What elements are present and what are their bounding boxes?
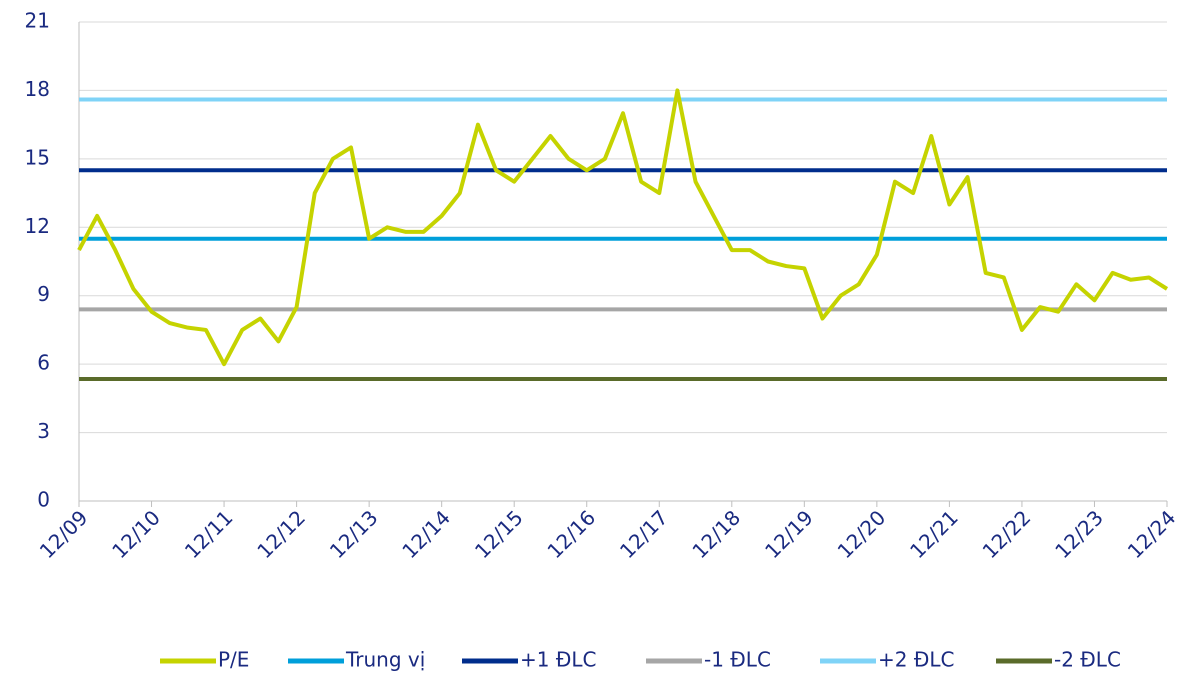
legend-label: -2 ĐLC (1054, 648, 1121, 672)
x-tick-label: 12/11 (180, 505, 238, 563)
x-tick-label: 12/15 (470, 505, 528, 563)
x-tick-label: 12/20 (833, 505, 891, 563)
x-tick-label: 12/13 (325, 505, 383, 563)
x-tick-label: 12/12 (252, 505, 310, 563)
y-tick-label: 6 (37, 351, 50, 375)
x-tick-label: 12/19 (760, 505, 818, 563)
y-tick-label: 0 (37, 488, 50, 512)
x-tick-label: 12/23 (1050, 505, 1108, 563)
y-tick-label: 3 (37, 419, 50, 443)
y-tick-label: 15 (25, 145, 50, 169)
x-tick-label: 12/09 (35, 505, 93, 563)
x-tick-label: 12/22 (978, 505, 1036, 563)
x-tick-label: 12/14 (397, 505, 455, 563)
legend-label: +2 ĐLC (878, 648, 954, 672)
legend-label: -1 ĐLC (704, 648, 771, 672)
legend-label: Trung vị (345, 648, 425, 672)
y-tick-label: 9 (37, 282, 50, 306)
y-tick-label: 21 (25, 9, 50, 33)
x-tick-label: 12/21 (905, 505, 963, 563)
x-tick-label: 12/24 (1123, 505, 1181, 563)
legend-label: P/E (218, 648, 249, 672)
y-tick-label: 18 (25, 77, 50, 101)
x-tick-label: 12/17 (615, 505, 673, 563)
line-series (77, 88, 1169, 367)
y-tick-label: 12 (25, 214, 50, 238)
x-tick-label: 12/16 (542, 505, 600, 563)
x-tick-label: 12/10 (107, 505, 165, 563)
legend-label: +1 ĐLC (520, 648, 596, 672)
x-tick-label: 12/18 (687, 505, 745, 563)
